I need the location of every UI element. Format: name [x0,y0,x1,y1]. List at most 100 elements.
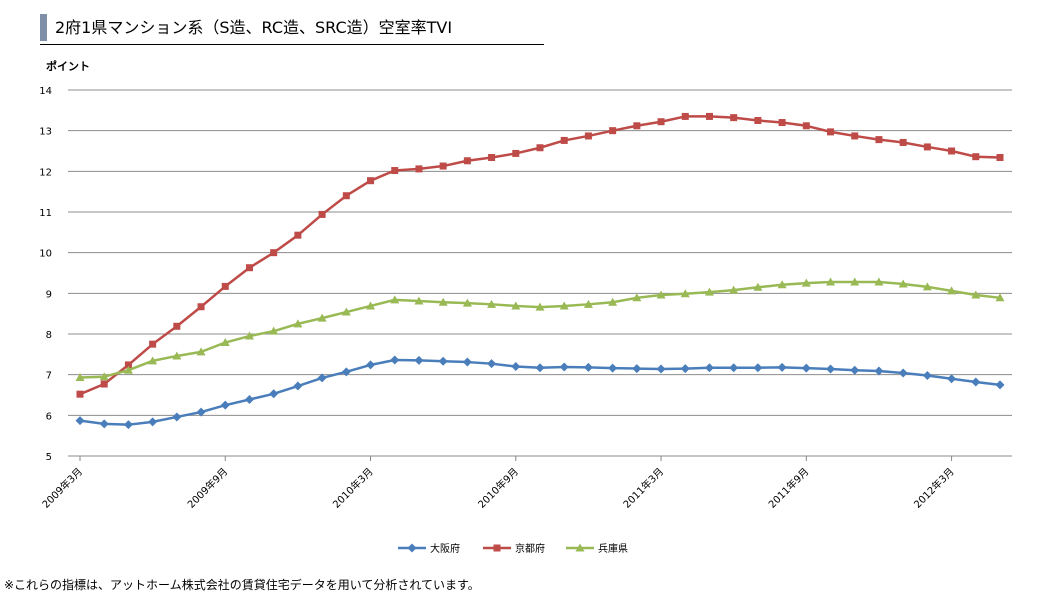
point-0-7 [244,394,254,404]
y-tick-5: 5 [46,452,52,463]
point-1-0 [76,390,84,398]
point-1-2 [124,361,132,369]
point-2-28 [753,282,763,291]
legend: 大阪府 京都府 兵庫県 [398,542,628,555]
legend-marker-1 [493,544,501,552]
point-1-13 [391,167,399,175]
point-2-12 [366,301,376,310]
point-0-36 [947,374,957,384]
point-2-22 [608,297,618,306]
point-2-16 [462,298,472,307]
point-2-18 [511,301,521,310]
point-0-38 [995,380,1005,390]
point-2-13 [390,295,400,304]
point-1-16 [463,157,471,165]
point-2-2 [123,365,133,374]
point-1-37 [972,153,980,161]
series-line-2 [79,280,1001,379]
point-1-17 [488,154,496,162]
chart-title: 2府1県マンション系（S造、RC造、SRC造）空室率TVI [55,18,453,37]
point-0-28 [753,363,763,373]
point-2-23 [632,293,642,302]
point-2-35 [922,282,932,291]
series-0 [75,355,1005,430]
point-0-25 [680,364,690,374]
footnote: ※これらの指標は、アットホーム株式会社の賃貸住宅データを用いて分析されています。 [4,578,480,592]
point-2-26 [704,287,714,296]
point-2-31 [826,277,836,286]
point-1-7 [245,264,253,272]
x-tick-label-5: 2011年9月 [766,465,812,511]
point-2-4 [172,351,182,360]
point-1-19 [536,144,544,152]
point-0-37 [971,377,981,387]
point-0-4 [172,412,182,422]
point-2-25 [680,289,690,298]
point-2-34 [898,279,908,288]
point-2-33 [874,277,884,286]
point-1-29 [778,119,786,127]
point-0-24 [656,364,666,374]
y-tick-13: 13 [39,127,52,138]
point-0-27 [729,363,739,373]
point-2-5 [196,347,206,356]
point-2-36 [947,286,957,295]
legend-item-1: 京都府 [483,542,545,555]
gridlines [68,89,1012,461]
x-tick-label-3: 2010年9月 [475,465,521,511]
y-tick-10: 10 [39,249,52,260]
point-0-20 [559,362,569,372]
legend-marker-2 [575,543,585,552]
point-1-10 [318,210,326,218]
point-0-17 [487,359,497,369]
legend-label-2: 兵庫県 [598,542,628,555]
x-tick-label-0: 2009年3月 [39,465,85,511]
point-1-18 [512,149,520,157]
point-1-28 [754,117,762,124]
y-tick-14: 14 [39,86,52,97]
point-0-29 [777,362,787,372]
point-1-35 [923,143,931,151]
y-axis-label: ポイント [46,60,90,73]
point-2-0 [75,373,85,382]
y-tick-labels: 5 6 7 8 9 10 11 12 13 14 [39,86,52,463]
point-1-3 [149,340,157,348]
y-tick-12: 12 [39,167,52,178]
legend-label-0: 大阪府 [430,542,460,555]
point-0-26 [704,363,714,373]
x-tick-label-2: 2010年3月 [330,465,376,511]
legend-label-1: 京都府 [515,542,545,555]
point-1-26 [705,112,713,120]
point-0-23 [632,364,642,374]
point-0-19 [535,363,545,373]
point-1-6 [221,282,229,290]
point-1-23 [633,122,641,130]
point-2-21 [583,299,593,308]
point-0-18 [511,362,521,372]
legend-item-2: 兵庫県 [566,542,628,555]
point-0-15 [438,356,448,366]
y-tick-8: 8 [46,330,52,341]
point-0-30 [801,363,811,373]
series-group [75,112,1005,430]
point-0-12 [366,360,376,370]
y-tick-6: 6 [46,411,52,422]
point-1-36 [948,147,956,155]
title-accent-bar [40,14,47,41]
y-tick-11: 11 [39,208,52,219]
point-0-22 [608,363,618,373]
point-0-5 [196,407,206,417]
point-1-11 [342,192,350,200]
point-2-19 [535,302,545,311]
point-2-14 [414,296,424,305]
point-0-32 [850,365,860,375]
series-1 [76,112,1004,398]
x-tick-labels: 2009年3月 2009年9月 2010年3月 2010年9月 2011年3月 2011年… [39,465,956,511]
point-2-10 [317,313,327,322]
point-1-31 [827,128,835,136]
point-0-16 [462,357,472,367]
point-0-2 [123,420,133,430]
point-1-4 [173,322,181,330]
point-1-21 [584,132,592,140]
point-0-31 [826,364,836,374]
